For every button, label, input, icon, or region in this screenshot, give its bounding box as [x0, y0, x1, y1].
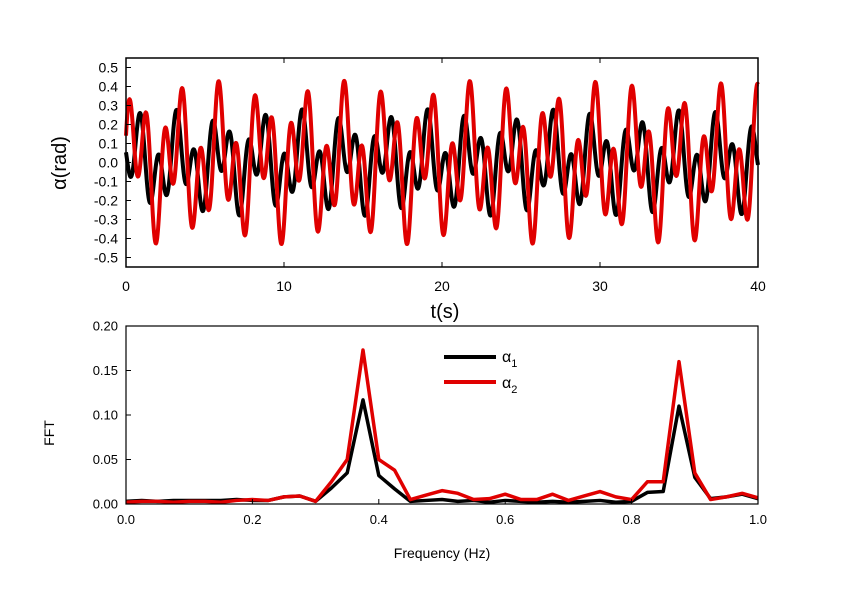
y-tick-label: -0.2: [94, 193, 118, 209]
x-tick-label: 0.6: [496, 512, 514, 527]
y-tick-label: 0.0: [99, 155, 119, 171]
legend-subscript-alpha-2: 2: [511, 384, 517, 396]
x-tick-label: 0.8: [623, 512, 641, 527]
fft-y-axis-label: FFT: [41, 420, 57, 446]
x-tick-label: 0: [122, 278, 130, 294]
x-tick-label: 0.2: [243, 512, 261, 527]
fft-lines: [125, 348, 759, 504]
time-series-lines: [124, 78, 760, 247]
fft-panel: 0.0 0.2 0.4 0.6 0.8 1.0 0.00 0.05 0.10 0.15 0.20 F…: [41, 319, 767, 561]
svg-text:α2: α2: [502, 375, 517, 396]
time-series-panel: 0 10 20 30 40 -0.5 -0.4 -0.3 -0.2 -0.1 0.0 0.1 0.2 0.…: [49, 57, 766, 323]
fft-legend: α1 α2: [444, 349, 517, 396]
y-tick-label: -0.4: [94, 231, 118, 247]
y-tick-label: 0.10: [93, 408, 118, 423]
time-series-ticks: 0 10 20 30 40 -0.5 -0.4 -0.3 -0.2 -0.1 0.0 0.1 0.2 0.…: [94, 58, 766, 294]
y-tick-label: -0.1: [94, 174, 118, 190]
y-tick-label: 0.00: [93, 497, 118, 512]
time-series-x-axis-label: t(s): [431, 301, 460, 323]
y-tick-label: -0.5: [94, 250, 118, 266]
time-series-y-axis-label: α(rad): [49, 136, 71, 190]
x-tick-label: 0.4: [370, 512, 388, 527]
legend-entry-alpha-2: α2: [444, 375, 517, 396]
fft-x-axis-label: Frequency (Hz): [394, 545, 490, 561]
legend-label-alpha-1: α: [502, 349, 511, 366]
time-series-line-2: [124, 78, 760, 247]
y-tick-label: 0.2: [99, 117, 119, 133]
y-tick-label: 0.05: [93, 452, 118, 467]
svg-text:α1: α1: [502, 349, 517, 370]
y-tick-label: -0.3: [94, 212, 118, 228]
fft-line-alpha-2: [125, 348, 759, 504]
y-tick-label: 0.5: [99, 60, 119, 76]
fft-ticks: 0.0 0.2 0.4 0.6 0.8 1.0 0.00 0.05 0.10 0.15 0.20: [93, 319, 767, 527]
x-tick-label: 20: [434, 278, 450, 294]
y-tick-label: 0.4: [99, 79, 119, 95]
legend-entry-alpha-1: α1: [444, 349, 517, 370]
y-tick-label: 0.3: [99, 98, 119, 114]
x-tick-label: 1.0: [749, 512, 767, 527]
x-tick-label: 40: [750, 278, 766, 294]
x-tick-label: 0.0: [117, 512, 135, 527]
x-tick-label: 30: [592, 278, 608, 294]
time-series-line-1: [124, 107, 760, 218]
y-tick-label: 0.1: [99, 136, 119, 152]
y-tick-label: 0.20: [93, 319, 118, 334]
legend-subscript-alpha-1: 1: [511, 358, 517, 370]
y-tick-label: 0.15: [93, 363, 118, 378]
x-tick-label: 10: [276, 278, 292, 294]
legend-label-alpha-2: α: [502, 375, 511, 392]
